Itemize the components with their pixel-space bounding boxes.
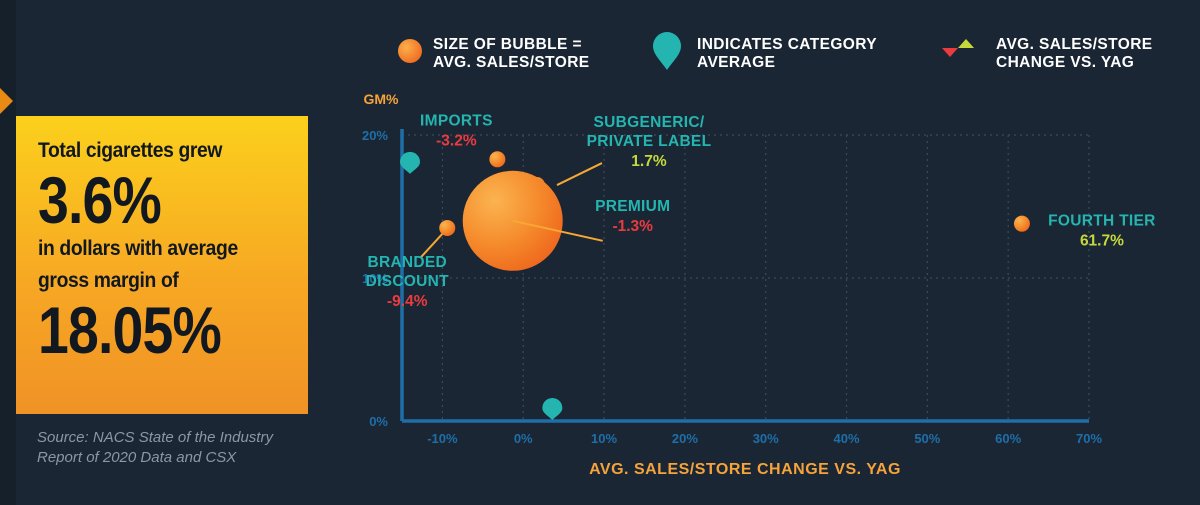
chart-labels: IMPORTS -3.2% SUBGENERIC/PRIVATE LABEL 1.7%… xyxy=(366,112,1156,310)
point-name-label: FOURTH TIER xyxy=(1048,213,1156,230)
bubble-legend-icon xyxy=(398,39,422,63)
increase-triangle-icon xyxy=(958,39,974,48)
callout-line-2: in dollars with average xyxy=(38,237,238,260)
leader-line xyxy=(419,233,443,259)
point-change-label: 1.7% xyxy=(631,153,667,170)
y-tick-label: 10% xyxy=(362,271,388,286)
callout-notch xyxy=(0,88,13,114)
point-change-label: -1.3% xyxy=(612,218,653,235)
x-tick-label: 10% xyxy=(591,431,617,446)
source-note: Source: NACS State of the Industry Repor… xyxy=(37,428,327,468)
point-change-label: -9.4% xyxy=(387,293,428,310)
x-axis-title: AVG. SALES/STORE CHANGE VS. YAG xyxy=(589,461,901,478)
point-name-label: PREMIUM xyxy=(595,198,670,215)
source-line-2: Report of 2020 Data and CSX xyxy=(37,449,237,466)
x-tick-label: 40% xyxy=(834,431,860,446)
y-tick-label: 0% xyxy=(369,414,388,429)
point-change-label: 61.7% xyxy=(1080,233,1124,250)
category-average-x-marker xyxy=(542,398,563,420)
source-line-1: Source: NACS State of the Industry xyxy=(37,429,273,446)
callout-line-1: Total cigarettes grew xyxy=(38,139,223,162)
chart-bubbles xyxy=(439,151,1030,271)
legend-change-line-2: CHANGE VS. YAG xyxy=(996,54,1135,71)
category-average-pin-icon xyxy=(653,32,681,70)
leader-line xyxy=(556,162,603,186)
x-tick-label: 70% xyxy=(1076,431,1102,446)
point-name-label: DISCOUNT xyxy=(366,273,450,290)
category-average-y-marker xyxy=(400,151,420,174)
bubble-point xyxy=(439,219,456,236)
chart-category-markers xyxy=(400,151,563,420)
left-panel-strip xyxy=(0,0,16,505)
callout-line-3: gross margin of xyxy=(38,269,179,292)
legend-category-average: INDICATES CATEGORY AVERAGE xyxy=(697,36,877,72)
bubble-point xyxy=(489,151,506,168)
point-name-label: IMPORTS xyxy=(420,112,493,129)
x-tick-label: 60% xyxy=(995,431,1021,446)
leader-line xyxy=(512,219,603,242)
point-name-label: PRIVATE LABEL xyxy=(587,133,712,150)
chart-grid xyxy=(402,134,1090,421)
bubble-point xyxy=(1013,215,1030,232)
legend-bubble-size-line-2: AVG. SALES/STORE xyxy=(433,54,590,71)
y-axis-title: GM% xyxy=(364,91,400,107)
callout-margin-value: 18.05% xyxy=(38,293,222,367)
bubble-point xyxy=(462,170,563,271)
summary-callout: Total cigarettes grew 3.6% in dollars wi… xyxy=(16,116,308,414)
point-name-label: SUBGENERIC/ xyxy=(593,114,704,131)
legend-bubble-size: SIZE OF BUBBLE = AVG. SALES/STORE xyxy=(433,36,590,72)
x-tick-label: 50% xyxy=(914,431,940,446)
x-tick-label: 20% xyxy=(672,431,698,446)
point-name-label: BRANDED xyxy=(367,254,447,271)
legend-bubble-size-line-1: SIZE OF BUBBLE = xyxy=(433,36,582,53)
legend-change: AVG. SALES/STORE CHANGE VS. YAG xyxy=(996,36,1153,72)
legend-category-average-line-1: INDICATES CATEGORY xyxy=(697,36,878,53)
legend-category-average-line-2: AVERAGE xyxy=(697,54,776,71)
x-tick-label: 30% xyxy=(753,431,779,446)
x-tick-label: -10% xyxy=(427,431,458,446)
legend-icons xyxy=(398,32,974,70)
x-tick-label: 0% xyxy=(514,431,533,446)
decrease-triangle-icon xyxy=(942,48,958,57)
point-change-label: -3.2% xyxy=(436,132,477,149)
callout-growth-value: 3.6% xyxy=(38,163,162,237)
chart-axes: -10% 0% 10% 20% 30% 40% 50% 60% 70% 0% 10% 20% AVG. … xyxy=(362,91,1102,478)
y-tick-label: 20% xyxy=(362,128,388,143)
legend-change-line-1: AVG. SALES/STORE xyxy=(996,36,1153,53)
